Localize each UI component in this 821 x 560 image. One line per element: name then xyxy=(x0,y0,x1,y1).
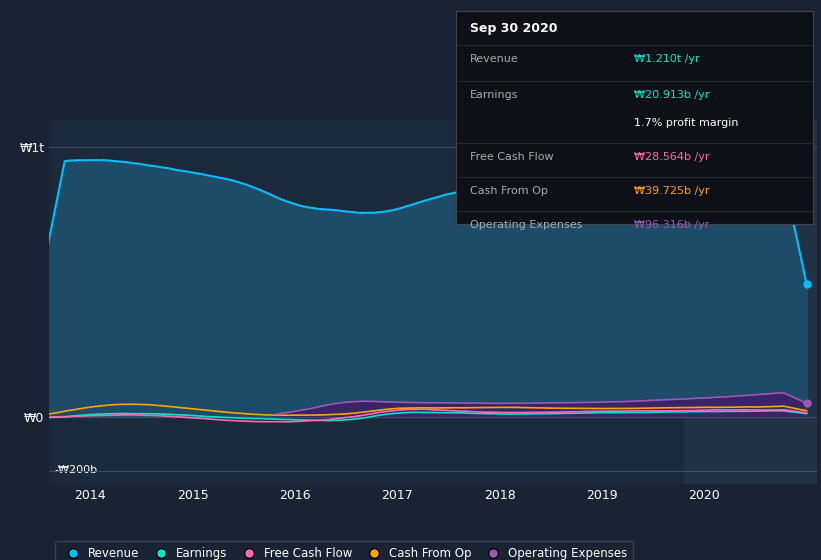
Text: ₩28.564b /yr: ₩28.564b /yr xyxy=(635,152,709,162)
Text: 1.7% profit margin: 1.7% profit margin xyxy=(635,118,739,128)
Text: ₩20.913b /yr: ₩20.913b /yr xyxy=(635,90,709,100)
Text: Sep 30 2020: Sep 30 2020 xyxy=(470,22,557,35)
Text: ₩1.210t /yr: ₩1.210t /yr xyxy=(635,54,699,64)
Bar xyxy=(684,120,817,484)
Text: Free Cash Flow: Free Cash Flow xyxy=(470,152,553,162)
Text: ₩96.316b /yr: ₩96.316b /yr xyxy=(635,220,709,230)
Text: Revenue: Revenue xyxy=(470,54,519,64)
Text: Cash From Op: Cash From Op xyxy=(470,186,548,195)
Text: -₩200b: -₩200b xyxy=(54,465,98,474)
Text: Operating Expenses: Operating Expenses xyxy=(470,220,582,230)
Legend: Revenue, Earnings, Free Cash Flow, Cash From Op, Operating Expenses: Revenue, Earnings, Free Cash Flow, Cash … xyxy=(55,541,633,560)
Text: Earnings: Earnings xyxy=(470,90,518,100)
Text: ₩39.725b /yr: ₩39.725b /yr xyxy=(635,186,709,195)
